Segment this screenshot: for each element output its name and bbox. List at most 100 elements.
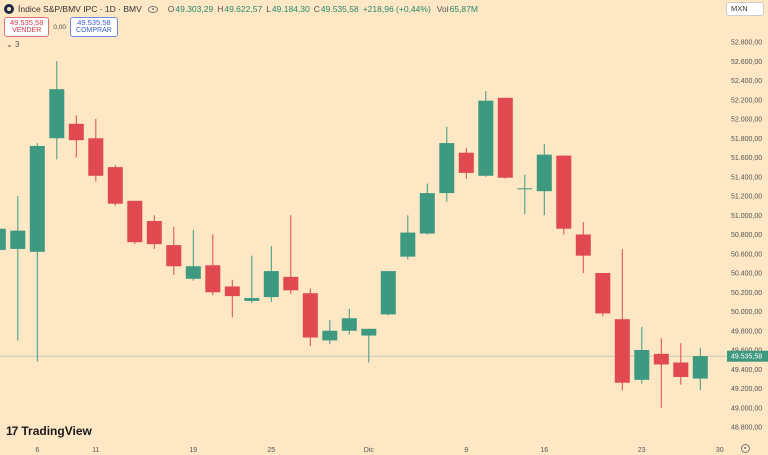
candle-body	[146, 221, 162, 245]
spread-value: 0,00	[53, 23, 67, 31]
candle-body	[166, 245, 182, 267]
candle-body	[458, 152, 474, 173]
exchange-logo-icon	[4, 4, 14, 14]
sell-label: VENDER	[12, 27, 42, 34]
candle-body	[29, 145, 45, 252]
y-tick-label: 49.000,00	[731, 405, 762, 412]
y-tick-label: 48.800,00	[731, 425, 762, 432]
candle-body	[224, 286, 240, 297]
candle-body	[653, 353, 669, 365]
candle-body	[595, 273, 611, 314]
candle-body	[205, 265, 221, 293]
low-value: 49.184,30	[271, 4, 310, 14]
candle-body	[575, 234, 591, 256]
high-value: 49.622,57	[224, 4, 263, 14]
candle-body	[439, 143, 455, 194]
candle-body	[478, 100, 494, 176]
sell-price: 49.535,58	[10, 18, 44, 27]
y-tick-label: 50.800,00	[731, 232, 762, 239]
candle-body	[88, 138, 104, 176]
close-value: 49.535,58	[320, 4, 359, 14]
x-tick-label: Dic	[364, 447, 375, 454]
candle-body	[341, 318, 357, 331]
candle-body	[10, 230, 26, 249]
y-tick-label: 52.200,00	[731, 97, 762, 104]
candle-body	[419, 193, 435, 234]
candle-body	[302, 293, 318, 338]
y-tick-label: 51.000,00	[731, 213, 762, 220]
open-label: O	[167, 4, 175, 14]
y-tick-label: 51.200,00	[731, 194, 762, 201]
trade-panel: 49.535,58 VENDER 0,00 49.535,58 COMPRAR	[4, 17, 118, 37]
buy-price: 49.535,58	[77, 18, 111, 27]
candle-body	[127, 200, 143, 243]
brand-name: TradingView	[21, 424, 92, 438]
candle-body	[68, 123, 84, 141]
high-label: H	[217, 4, 224, 14]
tradingview-logo[interactable]: 17 TradingView	[6, 424, 92, 438]
y-tick-label: 51.600,00	[731, 155, 762, 162]
y-tick-label: 52.800,00	[731, 40, 762, 47]
volume-label: Vol	[436, 4, 449, 14]
close-label: C	[313, 4, 320, 14]
symbol-title[interactable]: Índice S&P/BMV IPC · 1D · BMV	[18, 4, 142, 14]
y-tick-label: 49.800,00	[731, 328, 762, 335]
y-tick-label: 50.400,00	[731, 271, 762, 278]
x-tick-label: 30	[716, 447, 724, 454]
candle-body	[185, 266, 201, 279]
y-tick-label: 51.800,00	[731, 136, 762, 143]
currency-selector[interactable]: MXN	[726, 2, 764, 16]
candle-body	[497, 97, 513, 178]
symbol-header: Índice S&P/BMV IPC · 1D · BMV O 49.303,2…	[4, 4, 478, 14]
y-tick-label: 50.600,00	[731, 251, 762, 258]
change-value: +218,96 (+0,44%)	[362, 4, 431, 14]
x-tick-label: 25	[267, 447, 275, 454]
candle-body	[107, 167, 123, 204]
y-tick-label: 52.000,00	[731, 117, 762, 124]
candle-body	[0, 228, 6, 250]
x-tick-label: 6	[35, 447, 39, 454]
candle-body	[380, 271, 396, 315]
candle-body	[361, 328, 377, 336]
open-value: 49.303,29	[175, 4, 214, 14]
last-price-label: 49.535,58	[731, 354, 762, 361]
candle-body	[400, 232, 416, 257]
x-tick-label: 23	[638, 447, 646, 454]
y-tick-label: 50.200,00	[731, 290, 762, 297]
candle-body	[322, 330, 338, 341]
indicators-count: 3	[14, 40, 20, 49]
candle-body	[49, 89, 65, 139]
chevron-down-icon: ⌄	[6, 40, 13, 49]
x-tick-label: 9	[464, 447, 468, 454]
candle-body	[517, 188, 533, 190]
volume-value: 65,87M	[449, 4, 478, 14]
y-tick-label: 49.200,00	[731, 386, 762, 393]
x-tick-label: 11	[92, 447, 99, 454]
buy-label: COMPRAR	[76, 27, 112, 34]
sell-button[interactable]: 49.535,58 VENDER	[4, 17, 50, 37]
candle-body	[244, 298, 260, 301]
x-tick-label: 16	[540, 447, 548, 454]
candle-body	[634, 350, 650, 380]
visibility-eye-icon[interactable]	[147, 5, 158, 13]
y-tick-label: 51.400,00	[731, 174, 762, 181]
candle-body	[673, 362, 689, 377]
y-tick-label: 52.600,00	[731, 59, 762, 66]
candle-body	[692, 356, 708, 379]
gear-icon[interactable]	[741, 444, 750, 453]
candle-body	[263, 271, 279, 298]
candle-body	[536, 154, 552, 192]
y-tick-label: 52.400,00	[731, 78, 762, 85]
low-label: L	[266, 4, 271, 14]
candle-body	[283, 276, 299, 291]
buy-button[interactable]: 49.535,58 COMPRAR	[70, 17, 118, 37]
y-tick-label: 49.400,00	[731, 367, 762, 374]
candle-body	[556, 155, 572, 229]
indicators-toggle[interactable]: ⌄ 3	[6, 40, 19, 49]
candle-body	[614, 319, 630, 383]
x-tick-label: 19	[189, 447, 197, 454]
tradingview-mark-icon: 17	[6, 424, 18, 438]
last-price-tag	[727, 350, 768, 362]
y-tick-label: 50.000,00	[731, 309, 762, 316]
